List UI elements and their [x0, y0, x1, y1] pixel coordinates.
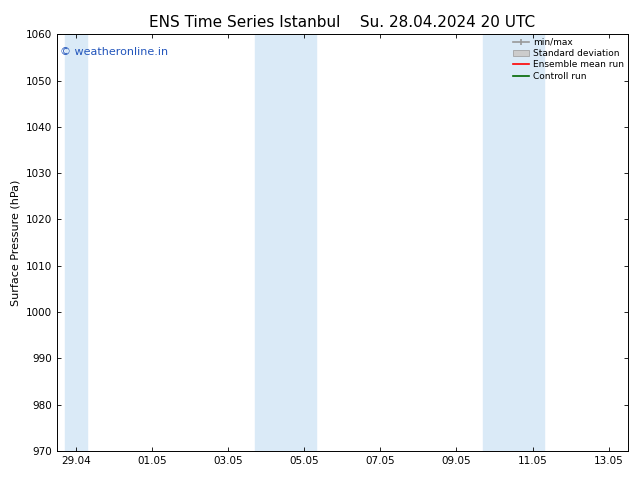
Y-axis label: Surface Pressure (hPa): Surface Pressure (hPa): [10, 179, 20, 306]
Bar: [483, 34, 544, 451]
Bar: [255, 34, 316, 451]
Text: © weatheronline.in: © weatheronline.in: [60, 47, 168, 57]
Legend: min/max, Standard deviation, Ensemble mean run, Controll run: min/max, Standard deviation, Ensemble me…: [512, 36, 626, 82]
Title: ENS Time Series Istanbul    Su. 28.04.2024 20 UTC: ENS Time Series Istanbul Su. 28.04.2024 …: [149, 15, 536, 30]
Bar: [65, 34, 87, 451]
